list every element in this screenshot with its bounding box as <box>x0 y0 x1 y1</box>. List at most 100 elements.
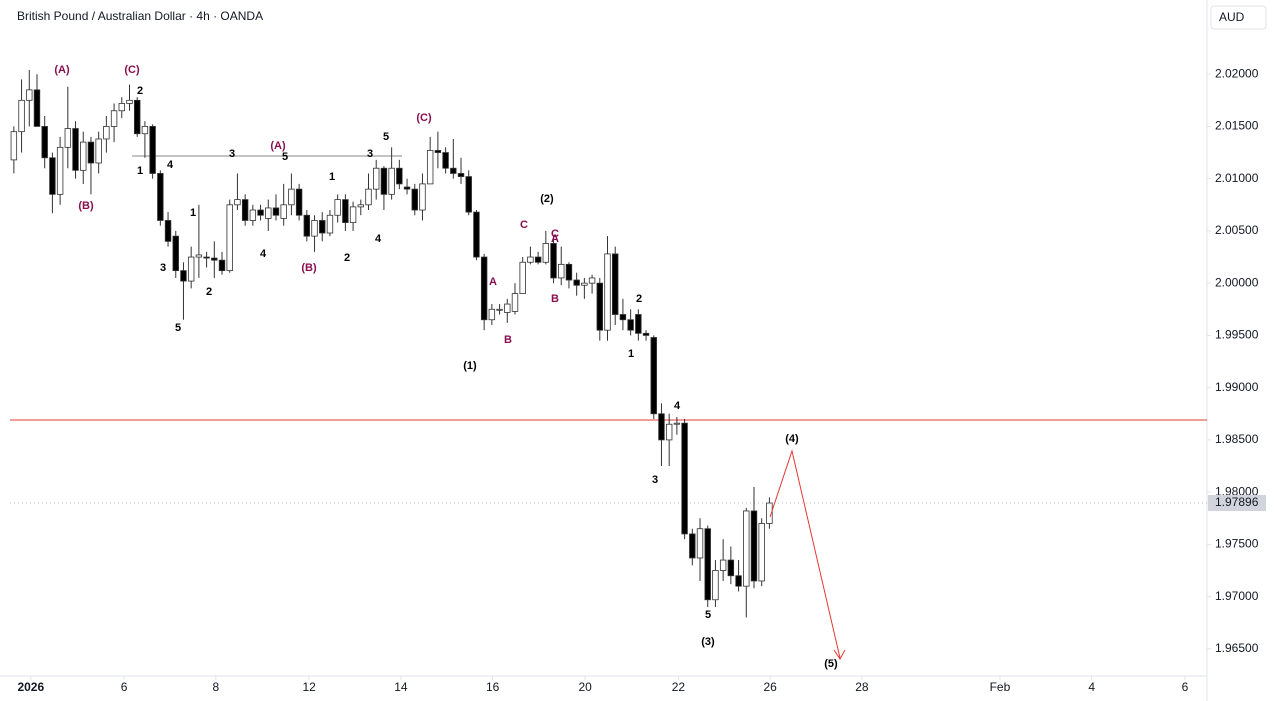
candle-body <box>434 150 442 153</box>
x-tick-label: 16 <box>486 680 500 694</box>
wave-label: 3 <box>652 474 658 486</box>
candle-body <box>719 559 727 571</box>
candle-body <box>26 89 33 101</box>
candle-body <box>573 279 580 286</box>
x-tick-label: 26 <box>763 680 777 694</box>
candle-body <box>95 138 102 164</box>
wave-label: A <box>489 276 497 288</box>
wave-label: A <box>551 233 559 245</box>
candle-body <box>72 128 79 171</box>
wave-label: 3 <box>160 262 166 274</box>
candle-body <box>496 308 503 311</box>
y-tick-label: 2.01500 <box>1215 119 1259 133</box>
candle-body <box>550 243 557 279</box>
wave-label: C <box>551 228 559 240</box>
candle-body <box>226 204 233 272</box>
candle-body <box>10 131 18 161</box>
wave-label: 4 <box>167 159 174 171</box>
wave-label: (1) <box>463 360 477 372</box>
wave-label: 1 <box>628 348 634 360</box>
candle-body <box>743 510 750 587</box>
candle-body <box>103 126 110 140</box>
candle-body <box>265 207 272 219</box>
candle-body <box>419 183 426 211</box>
y-tick-label: 2.01000 <box>1215 171 1259 185</box>
candle-body <box>612 253 619 315</box>
candle-body <box>450 167 457 174</box>
candle-body <box>473 211 480 258</box>
candle-body <box>172 235 179 272</box>
candle-body <box>558 263 565 279</box>
candle-body <box>403 186 411 190</box>
candle-body <box>650 337 657 415</box>
candle-body <box>527 256 534 263</box>
candle-body <box>87 141 95 164</box>
wave-label: 5 <box>705 609 711 621</box>
candle-body <box>635 314 642 334</box>
wave-label: 2 <box>206 286 212 298</box>
x-tick-label: 2026 <box>17 680 44 694</box>
x-tick-label: 28 <box>855 680 869 694</box>
candle-body <box>365 188 372 206</box>
y-tick-label: 1.99000 <box>1215 380 1259 394</box>
candle-body <box>604 253 611 331</box>
candle-body <box>349 206 357 223</box>
candle-body <box>272 207 280 216</box>
wave-label: (C) <box>124 64 140 76</box>
candle-body <box>357 204 364 208</box>
candle-body <box>288 188 295 206</box>
x-tick-label: 22 <box>672 680 686 694</box>
candle-body <box>149 126 156 174</box>
last-price-box <box>1208 495 1266 512</box>
candle-body <box>234 199 241 206</box>
candle-body <box>64 128 72 148</box>
candle-body <box>49 157 56 195</box>
candle-body <box>134 99 141 135</box>
wave-label: 4 <box>674 400 681 412</box>
candle-body <box>426 150 434 185</box>
wave-label: (A) <box>270 140 286 152</box>
wave-label: (4) <box>785 433 799 445</box>
y-tick-label: 2.00000 <box>1215 275 1259 289</box>
candle-body <box>596 282 603 331</box>
candle-body <box>658 413 665 441</box>
x-tick-label: 6 <box>1182 680 1189 694</box>
candle-body <box>18 99 25 133</box>
candle-body <box>766 502 773 524</box>
candle-body <box>80 141 87 171</box>
x-tick-label: 8 <box>213 680 220 694</box>
wave-label: 3 <box>367 148 373 160</box>
wave-label: 1 <box>190 207 196 219</box>
candle-body <box>758 523 765 582</box>
candle-body <box>56 146 64 195</box>
candle-body <box>211 257 218 261</box>
candle-body <box>195 254 203 258</box>
x-tick-label: Feb <box>990 680 1011 694</box>
wave-label: B <box>504 334 512 346</box>
x-tick-label: 20 <box>578 680 592 694</box>
candle-body <box>257 209 264 216</box>
candle-body <box>41 126 48 159</box>
currency-label: AUD <box>1219 10 1245 24</box>
last-price-label: 1.97896 <box>1215 495 1259 509</box>
y-tick-label: 1.99500 <box>1215 328 1259 342</box>
candle-body <box>203 256 210 259</box>
wave-label: 3 <box>229 148 235 160</box>
wave-label: (5) <box>824 658 838 670</box>
candle-body <box>280 204 287 219</box>
candle-body <box>627 319 634 331</box>
wave-label: 1 <box>329 171 335 183</box>
wave-label: 2 <box>344 252 350 264</box>
x-tick-label: 4 <box>1088 680 1095 694</box>
y-tick-label: 2.00500 <box>1215 223 1259 237</box>
candle-body <box>581 282 588 286</box>
wave-label: (B) <box>301 262 317 274</box>
y-tick-label: 2.02000 <box>1215 66 1259 80</box>
wave-label: (A) <box>54 64 70 76</box>
candle-body <box>488 308 496 321</box>
y-tick-label: 1.97000 <box>1215 589 1259 603</box>
projection-arrow <box>833 649 846 660</box>
wave-label: C <box>520 219 528 231</box>
candle-body <box>673 422 681 425</box>
